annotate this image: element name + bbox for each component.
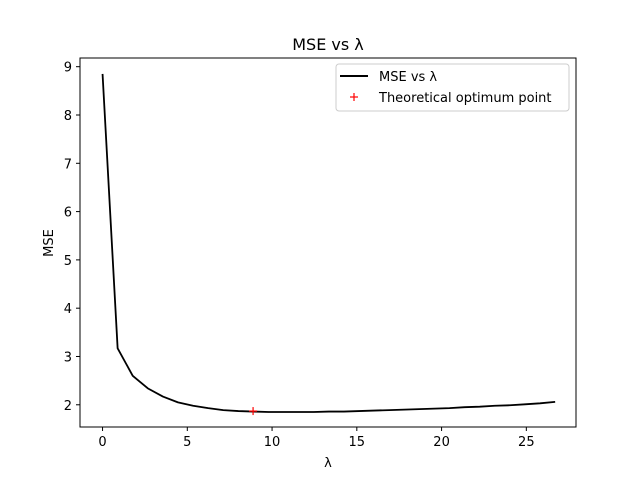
legend: MSE vs λ Theoretical optimum point (335, 63, 570, 112)
x-tick-label: 0 (98, 435, 106, 450)
y-axis-ticks: 2 3 4 5 6 7 8 9 (64, 61, 80, 414)
x-axis-ticks: 0 5 10 15 20 25 (98, 427, 535, 450)
legend-label-mse: MSE vs λ (379, 70, 437, 85)
x-tick-label: 15 (349, 435, 366, 450)
series-layer (101, 73, 556, 416)
legend-plus-marker (350, 93, 358, 101)
x-tick-label: 5 (183, 435, 191, 450)
legend-label-optimum: Theoretical optimum point (378, 91, 552, 106)
y-axis-label: MSE (42, 229, 57, 257)
y-tick-label: 3 (64, 350, 72, 365)
y-tick-label: 4 (64, 302, 72, 317)
x-tick-label: 25 (518, 435, 535, 450)
plot-area: 0 5 10 15 20 25 2 3 4 5 6 7 8 9 (64, 57, 577, 450)
x-tick-label: 10 (264, 435, 281, 450)
x-tick-label: 20 (433, 435, 450, 450)
y-tick-label: 5 (64, 254, 72, 269)
axes-frame (79, 57, 577, 428)
legend-box (335, 63, 570, 112)
y-tick-label: 8 (64, 109, 72, 124)
series-line-mse (101, 73, 556, 413)
y-tick-label: 2 (64, 399, 72, 414)
x-axis-label: λ (324, 456, 332, 471)
y-tick-label: 9 (64, 61, 72, 76)
chart-title: MSE vs λ (292, 35, 364, 54)
y-tick-label: 7 (64, 157, 72, 172)
optimum-point-marker (249, 407, 258, 416)
y-tick-label: 6 (64, 206, 72, 221)
